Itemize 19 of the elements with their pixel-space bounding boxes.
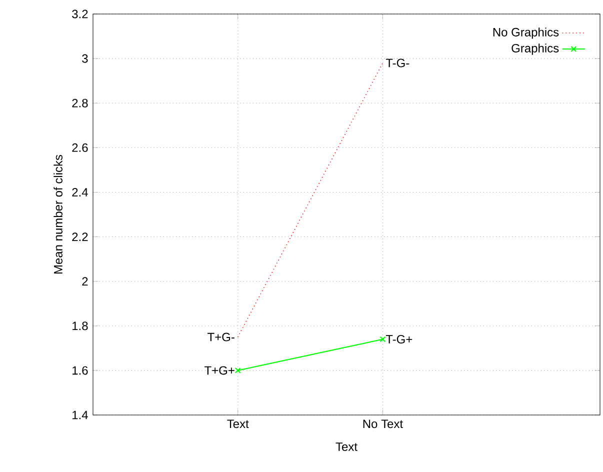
annotation: T+G+ — [204, 366, 234, 375]
annotation: T-G+ — [386, 335, 412, 344]
y-tick-label: 1.8 — [72, 322, 88, 330]
legend-label: Graphics — [512, 44, 559, 55]
x-tick-label: No Text — [363, 420, 403, 428]
y-tick-label: 2.4 — [72, 188, 88, 196]
y-tick-label: 2 — [82, 277, 88, 286]
legend-label: No Graphics — [493, 28, 559, 39]
y-tick-label: 3.2 — [72, 10, 88, 18]
x-axis-title: Text — [336, 442, 358, 451]
y-tick-label: 2.8 — [72, 98, 88, 108]
y-tick-label: 2.2 — [72, 232, 88, 241]
annotation: T+G- — [208, 332, 234, 342]
y-axis-title: Mean number of clicks — [54, 154, 62, 274]
annotation: T-G- — [386, 58, 410, 68]
y-tick-label: 1.4 — [72, 410, 88, 420]
y-tick-label: 3 — [82, 54, 88, 63]
y-tick-label: 1.6 — [72, 366, 88, 375]
y-tick-label: 2.6 — [72, 143, 88, 152]
